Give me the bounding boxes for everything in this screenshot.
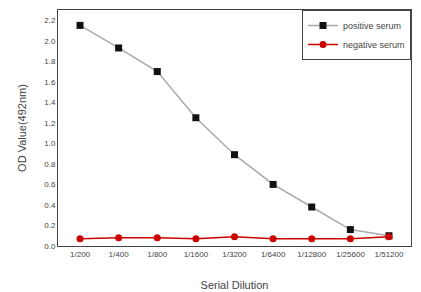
- svg-text:Serial Dilution: Serial Dilution: [201, 279, 269, 291]
- svg-text:1/400: 1/400: [109, 250, 130, 259]
- svg-text:1/51200: 1/51200: [375, 250, 404, 259]
- svg-text:negative serum: negative serum: [343, 40, 405, 50]
- svg-text:1/12800: 1/12800: [297, 250, 326, 259]
- svg-text:1.4: 1.4: [44, 98, 56, 107]
- svg-text:1/25600: 1/25600: [336, 250, 365, 259]
- svg-text:1.8: 1.8: [44, 57, 56, 66]
- svg-text:1.6: 1.6: [44, 78, 56, 87]
- svg-text:0.6: 0.6: [44, 180, 56, 189]
- svg-text:positive serum: positive serum: [343, 21, 401, 31]
- svg-text:1/6400: 1/6400: [261, 250, 286, 259]
- svg-text:2.2: 2.2: [44, 16, 56, 25]
- svg-text:1.2: 1.2: [44, 119, 56, 128]
- svg-text:0.2: 0.2: [44, 221, 56, 230]
- svg-text:1/800: 1/800: [147, 250, 168, 259]
- svg-text:1.0: 1.0: [44, 139, 56, 148]
- svg-text:1/1600: 1/1600: [184, 250, 209, 259]
- svg-text:1/200: 1/200: [70, 250, 91, 259]
- svg-text:0.8: 0.8: [44, 160, 56, 169]
- svg-text:0.4: 0.4: [44, 201, 56, 210]
- svg-text:2.0: 2.0: [44, 37, 56, 46]
- svg-text:0.0: 0.0: [44, 242, 56, 251]
- svg-text:OD Value(492nm): OD Value(492nm): [16, 84, 28, 172]
- svg-text:1/3200: 1/3200: [222, 250, 247, 259]
